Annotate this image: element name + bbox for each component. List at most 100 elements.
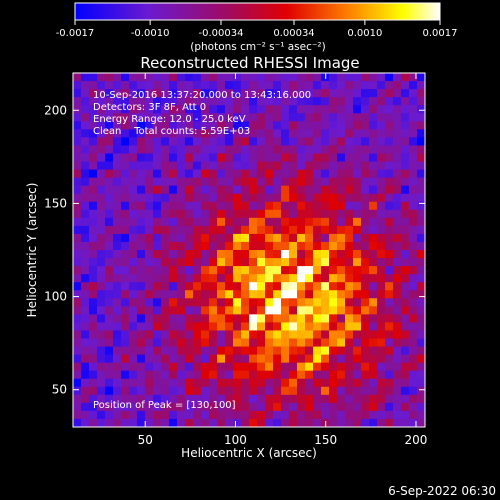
heatmap-cell <box>185 113 194 122</box>
heatmap-cell <box>185 233 194 243</box>
heatmap-cell <box>233 410 242 420</box>
heatmap-cell <box>401 225 410 235</box>
heatmap-cell <box>137 73 146 82</box>
heatmap-cell <box>305 153 314 162</box>
heatmap-cell <box>201 250 210 259</box>
heatmap-cell <box>249 185 258 195</box>
heatmap-cell <box>129 266 138 275</box>
heatmap-cell <box>225 81 234 90</box>
heatmap-cell <box>209 233 218 243</box>
heatmap-cell <box>265 290 274 299</box>
heatmap-cell <box>129 145 138 154</box>
heatmap-cell <box>81 161 90 170</box>
heatmap-cell <box>313 209 322 219</box>
heatmap-cell <box>209 330 218 339</box>
heatmap-cell <box>161 129 170 138</box>
heatmap-cell <box>321 153 330 162</box>
heatmap-cell <box>89 105 98 114</box>
heatmap-cell <box>281 354 290 364</box>
heatmap-cell <box>409 73 418 82</box>
heatmap-cell <box>209 402 218 412</box>
heatmap-cell <box>153 338 162 347</box>
heatmap-cell <box>393 113 402 122</box>
heatmap-cell <box>209 378 218 388</box>
heatmap-cell <box>265 129 274 138</box>
heatmap-cell <box>153 185 162 195</box>
heatmap-cell <box>337 322 346 331</box>
heatmap-cell <box>353 89 362 98</box>
heatmap-cell <box>305 250 314 259</box>
heatmap-cell <box>89 153 98 162</box>
heatmap-cell <box>209 418 218 428</box>
y-tick-label: 50 <box>52 383 67 397</box>
heatmap-cell <box>161 97 170 106</box>
heatmap-cell <box>153 306 162 315</box>
heatmap-cell <box>401 250 410 259</box>
heatmap-cell <box>137 129 146 138</box>
heatmap-cell <box>409 121 418 130</box>
heatmap-cell <box>169 418 178 428</box>
heatmap-cell <box>265 386 274 396</box>
heatmap-cell <box>337 402 346 412</box>
heatmap-cell <box>377 73 386 82</box>
heatmap-cell <box>153 113 162 122</box>
heatmap-cell <box>169 378 178 388</box>
heatmap-cell <box>201 274 210 283</box>
heatmap-cell <box>337 225 346 235</box>
heatmap-cell <box>89 169 98 178</box>
heatmap-cell <box>329 314 338 323</box>
heatmap-cell <box>73 113 82 122</box>
heatmap-cell <box>401 105 410 114</box>
heatmap-cell <box>297 241 306 251</box>
heatmap-cell <box>281 193 290 203</box>
heatmap-cell <box>305 306 314 315</box>
heatmap-cell <box>161 362 170 372</box>
heatmap-cell <box>105 370 114 380</box>
heatmap-cell <box>321 354 330 364</box>
heatmap-cell <box>89 354 98 364</box>
heatmap-cell <box>361 129 370 138</box>
heatmap-cell <box>289 402 298 412</box>
heatmap-cell <box>305 394 314 404</box>
heatmap-cell <box>233 81 242 90</box>
heatmap-cell <box>97 418 106 428</box>
heatmap-cell <box>417 386 426 396</box>
heatmap-cell <box>297 386 306 396</box>
heatmap-cell <box>321 193 330 203</box>
heatmap-cell <box>137 137 146 146</box>
heatmap-cell <box>241 346 250 355</box>
heatmap-cell <box>209 89 218 98</box>
heatmap-cell <box>265 161 274 170</box>
heatmap-cell <box>193 282 202 291</box>
heatmap-cell <box>169 137 178 146</box>
heatmap-cell <box>417 402 426 412</box>
heatmap-cell <box>337 274 346 283</box>
heatmap-cell <box>361 418 370 428</box>
heatmap-cell <box>81 217 90 227</box>
heatmap-cell <box>201 290 210 299</box>
heatmap-cell <box>169 330 178 339</box>
heatmap-cell <box>417 105 426 114</box>
heatmap-cell <box>289 282 298 291</box>
heatmap-cell <box>393 266 402 275</box>
heatmap-cell <box>361 338 370 347</box>
heatmap-cell <box>121 185 130 195</box>
heatmap-cell <box>257 145 266 154</box>
heatmap-cell <box>353 354 362 364</box>
heatmap-cell <box>401 346 410 355</box>
heatmap-cell <box>105 145 114 154</box>
heatmap-cell <box>193 137 202 146</box>
heatmap-cell <box>361 362 370 372</box>
heatmap-cell <box>201 233 210 243</box>
heatmap-cell <box>177 225 186 235</box>
heatmap-cell <box>209 113 218 122</box>
heatmap-cell <box>185 201 194 211</box>
heatmap-cell <box>161 250 170 259</box>
heatmap-cell <box>225 193 234 203</box>
heatmap-cell <box>249 346 258 355</box>
heatmap-cell <box>417 250 426 259</box>
heatmap-cell <box>409 370 418 380</box>
heatmap-cell <box>81 338 90 347</box>
heatmap-cell <box>313 233 322 243</box>
heatmap-cell <box>161 89 170 98</box>
